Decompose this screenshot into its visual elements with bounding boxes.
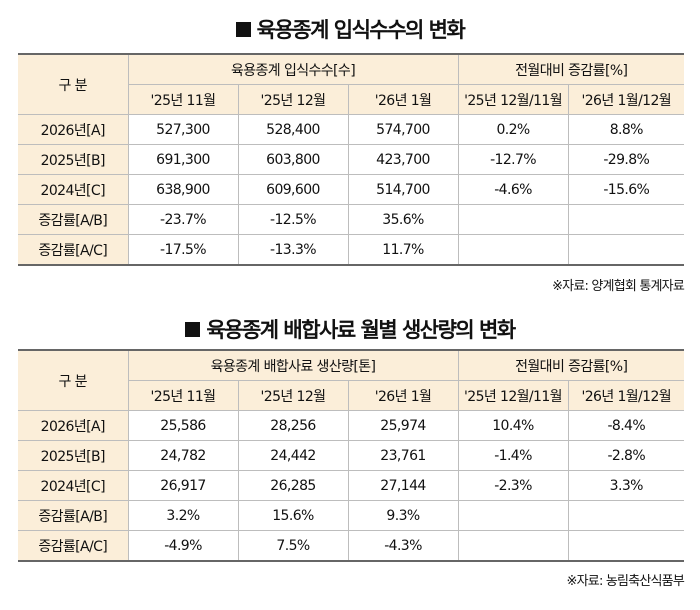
table-cell [567,204,685,235]
table-cell: -12.7% [457,144,569,175]
table-cell: 638,900 [127,174,239,205]
table1-group2-header: 전월대비 증감률[%] [457,53,685,85]
table-cell: 25,586 [127,410,239,441]
table1-title-text: 육용종계 입식수수의 변화 [256,18,466,42]
table-cell: 24,442 [237,440,349,471]
row-label: 증감률[A/B] [18,500,129,531]
table-cell [457,234,569,266]
table-cell [457,530,569,562]
table-cell: 24,782 [127,440,239,471]
table-row: 2026년[A] 25,586 28,256 25,974 10.4% -8.4… [18,410,684,441]
table1-title: 육용종계 입식수수의 변화 [0,14,700,44]
table2-source-note: ※자료: 농림축산식품부 [566,574,685,589]
table2-subheader: '26년 1월 [347,380,459,411]
table-cell: -2.8% [567,440,684,471]
table2-title-text: 육용종계 배합사료 월별 생산량의 변화 [206,318,516,342]
black-square-icon [185,322,201,337]
row-label: 2025년[B] [18,144,129,175]
table1-subheader: '25년 11월 [128,84,239,115]
table1-subheader: '25년 12월/11월 [457,84,569,115]
table2-subheader: '25년 11월 [128,380,239,411]
table-cell: 691,300 [127,144,239,175]
table-cell: 9.3% [347,500,459,531]
table-cell: 35.6% [347,204,459,235]
row-label: 2024년[C] [18,174,129,205]
table-cell: 527,300 [127,114,239,145]
table-cell: -4.9% [127,530,239,562]
table-cell: 574,700 [347,114,459,145]
table-cell: 28,256 [237,410,349,441]
table-row: 2024년[C] 638,900 609,600 514,700 -4.6% -… [18,174,685,205]
row-label: 2024년[C] [18,470,129,501]
table-cell: -4.6% [457,174,569,205]
table2-group1-header: 육용종계 배합사료 생산량[톤] [127,349,459,381]
table-cell: 528,400 [237,114,349,145]
table-cell: -17.5% [127,234,239,266]
table-cell: 3.3% [567,470,684,501]
table2-corner-header: 구 분 [18,349,129,411]
table-cell: 27,144 [347,470,459,501]
table-row: 2025년[B] 691,300 603,800 423,700 -12.7% … [18,144,685,175]
table-cell: 609,600 [237,174,349,205]
table-cell: 603,800 [237,144,349,175]
black-square-icon [235,22,251,37]
table-cell: -29.8% [567,144,685,175]
table-cell: 26,285 [237,470,349,501]
table1-corner-header: 구 분 [18,53,129,115]
row-label: 증감률[A/C] [18,530,129,562]
table-cell: 3.2% [127,500,239,531]
table-cell: -15.6% [567,174,685,205]
table1-group1-header: 육용종계 입식수수[수] [127,53,459,85]
table-row: 2026년[A] 527,300 528,400 574,700 0.2% 8.… [18,114,685,145]
table-cell: 0.2% [457,114,569,145]
table2-title: 육용종계 배합사료 월별 생산량의 변화 [0,314,700,344]
table-cell: -2.3% [457,470,569,501]
table-row: 2024년[C] 26,917 26,285 27,144 -2.3% 3.3% [18,470,684,501]
row-label: 2026년[A] [18,410,129,441]
table-cell: 514,700 [347,174,459,205]
table2-subheader: '25년 12월 [237,380,349,411]
table1-subheader: '26년 1월/12월 [567,84,685,115]
row-label: 2025년[B] [18,440,129,471]
table-cell: 423,700 [347,144,459,175]
table-cell [567,500,684,531]
table-cell: -13.3% [237,234,349,266]
table-cell: -23.7% [127,204,239,235]
table-cell: -4.3% [347,530,459,562]
row-label: 증감률[A/C] [18,234,129,266]
table-cell: 10.4% [457,410,569,441]
table-cell: -12.5% [237,204,349,235]
table2: 구 분 육용종계 배합사료 생산량[톤] 전월대비 증감률[%] '25년 11… [18,349,684,562]
table-row: 증감률[A/B] -23.7% -12.5% 35.6% [18,204,685,235]
table-cell [567,530,684,562]
table-row: 증감률[A/C] -4.9% 7.5% -4.3% [18,530,684,562]
table-row: 증감률[A/B] 3.2% 15.6% 9.3% [18,500,684,531]
table-cell [457,500,569,531]
table-cell [457,204,569,235]
table1: 구 분 육용종계 입식수수[수] 전월대비 증감률[%] '25년 11월 '2… [18,53,685,266]
table-cell: -1.4% [457,440,569,471]
table-cell: 25,974 [347,410,459,441]
table-cell: 15.6% [237,500,349,531]
table-cell: 8.8% [567,114,685,145]
table-row: 2025년[B] 24,782 24,442 23,761 -1.4% -2.8… [18,440,684,471]
table1-source-note: ※자료: 양계협회 통계자료 [552,279,685,294]
table-cell: 11.7% [347,234,459,266]
row-label: 2026년[A] [18,114,129,145]
table-cell: -8.4% [567,410,684,441]
table-row: 증감률[A/C] -17.5% -13.3% 11.7% [18,234,685,266]
table1-subheader: '25년 12월 [237,84,349,115]
table2-header-row: 구 분 육용종계 배합사료 생산량[톤] 전월대비 증감률[%] [18,349,684,411]
table2-group2-header: 전월대비 증감률[%] [457,349,684,381]
table2-subheader: '26년 1월/12월 [567,380,684,411]
row-label: 증감률[A/B] [18,204,129,235]
table1-header-row: 구 분 육용종계 입식수수[수] 전월대비 증감률[%] [18,53,685,115]
table-cell: 23,761 [347,440,459,471]
table-cell: 7.5% [237,530,349,562]
table2-subheader: '25년 12월/11월 [457,380,569,411]
table-cell [567,234,685,266]
table-cell: 26,917 [127,470,239,501]
table1-subheader: '26년 1월 [347,84,459,115]
